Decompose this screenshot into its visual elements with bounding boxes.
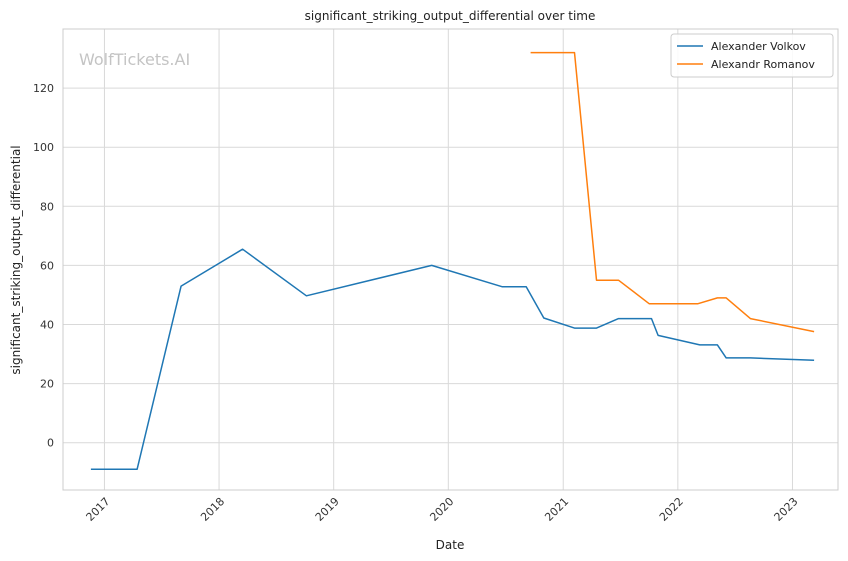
y-axis-label: significant_striking_output_differential xyxy=(9,145,23,374)
watermark: WolfTickets.AI xyxy=(79,50,190,69)
legend-label-romanov: Alexandr Romanov xyxy=(711,58,815,71)
x-tick-label: 2020 xyxy=(427,495,456,524)
y-tick-label: 40 xyxy=(40,319,54,332)
x-tick-label: 2021 xyxy=(542,495,571,524)
legend: Alexander Volkov Alexandr Romanov xyxy=(670,33,834,78)
x-tick-label: 2022 xyxy=(657,495,686,524)
x-tick-label: 2017 xyxy=(84,495,113,524)
y-tick-label: 0 xyxy=(47,437,54,450)
legend-label-volkov: Alexander Volkov xyxy=(711,40,806,53)
series-line-1 xyxy=(530,51,815,333)
y-tick-label: 100 xyxy=(33,141,54,154)
y-axis-ticks: 0 20 40 60 80 100 120 xyxy=(33,82,54,450)
y-tick-label: 20 xyxy=(40,378,54,391)
x-tick-label: 2023 xyxy=(772,495,801,524)
y-tick-label: 120 xyxy=(33,82,54,95)
x-tick-label: 2018 xyxy=(198,495,227,524)
x-axis-label: Date xyxy=(436,538,465,552)
y-tick-label: 60 xyxy=(40,259,54,272)
y-tick-label: 80 xyxy=(40,200,54,213)
series-line-0 xyxy=(90,248,815,471)
grid-lines xyxy=(63,29,838,490)
x-axis-ticks: 2017 2018 2019 2020 2021 2022 2023 xyxy=(84,495,801,524)
legend-box xyxy=(670,33,834,78)
series-lines xyxy=(90,51,815,471)
plot-area-frame xyxy=(62,28,839,491)
chart-title: significant_striking_output_differential… xyxy=(305,9,596,23)
x-tick-label: 2019 xyxy=(313,495,342,524)
